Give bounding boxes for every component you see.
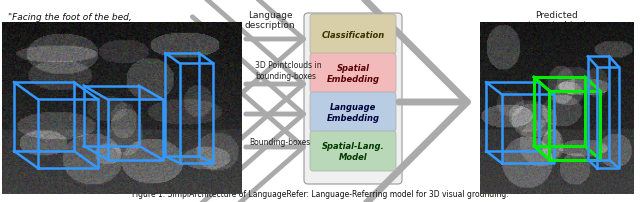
Text: Spatial-Lang.
Model: Spatial-Lang. Model [322,142,384,161]
Text: Predicted
target object: Predicted target object [527,11,586,30]
Text: Figure 1: SimplArchitecture of LanguageRefer: Language-Referring model for 3D vi: Figure 1: SimplArchitecture of LanguageR… [132,189,508,198]
Text: 3D Pointclouds in
bounding-boxes: 3D Pointclouds in bounding-boxes [255,61,322,80]
FancyBboxPatch shape [310,54,396,94]
Text: Spatial
Embedding: Spatial Embedding [326,64,380,83]
FancyBboxPatch shape [310,93,396,132]
FancyBboxPatch shape [304,14,402,184]
FancyBboxPatch shape [310,15,396,55]
Text: Classification: Classification [321,30,385,39]
Text: Bounding-boxes: Bounding-boxes [249,138,310,147]
Text: Language
Embedding: Language Embedding [326,103,380,122]
Text: Language
description: Language description [244,11,295,30]
FancyBboxPatch shape [310,131,396,171]
Text: "Facing the foot of the bed,
  the bed on the right.": "Facing the foot of the bed, the bed on … [8,13,132,32]
